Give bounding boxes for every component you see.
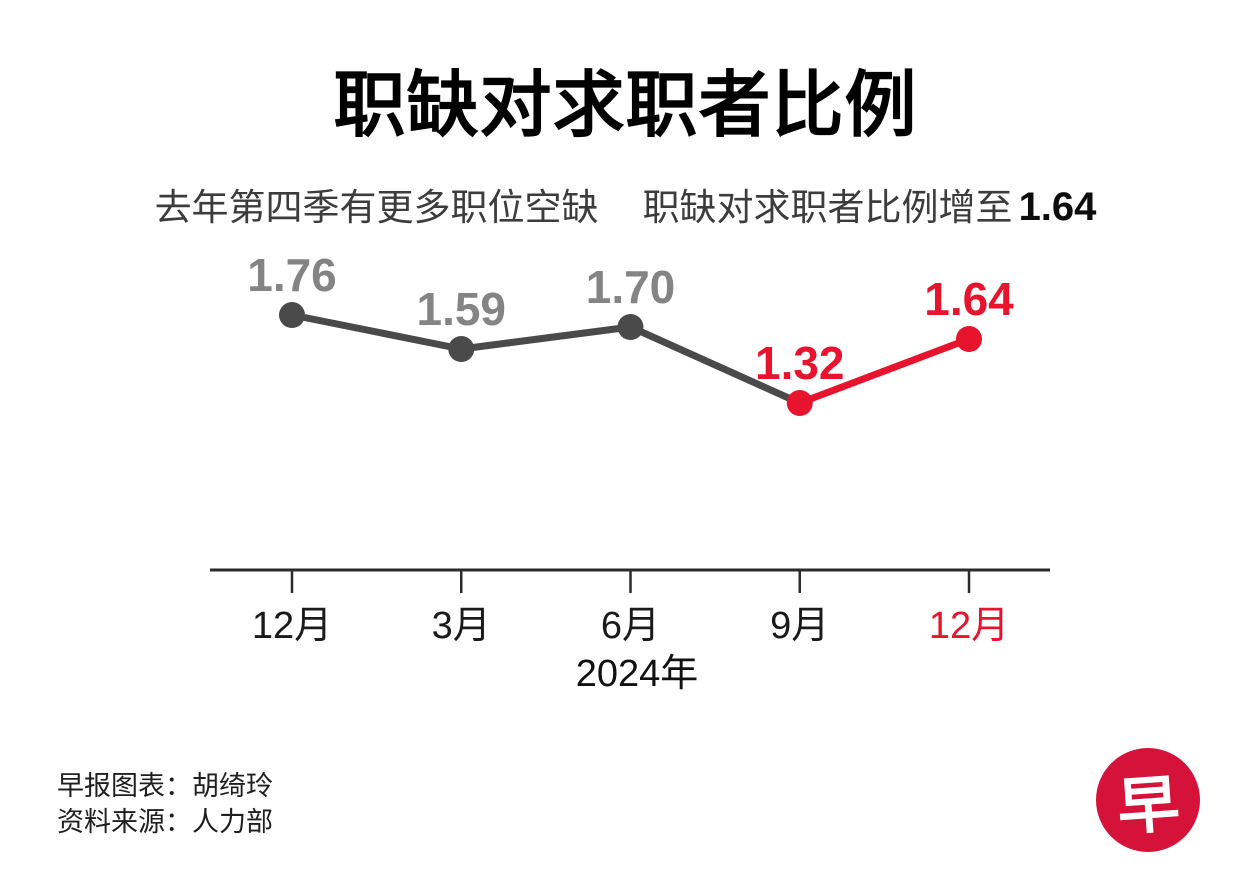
credit-line: 早报图表：胡绮玲	[57, 771, 273, 801]
zaobao-logo-character: 早	[1114, 766, 1182, 845]
data-point	[279, 302, 305, 328]
line-segment	[457, 323, 634, 353]
data-point	[448, 336, 475, 362]
value-label: 1.64	[924, 273, 1014, 325]
page-title: 职缺对求职者比例	[333, 66, 918, 146]
line-chart: 1.76 1.59 1.70 1.32 1.64 12月 3月 6月 9月 12月 2024年	[210, 249, 1050, 695]
line-segment	[627, 323, 804, 407]
x-tick-label: 3月	[432, 605, 491, 647]
x-tick-label: 12月	[252, 605, 332, 647]
subtitle-part2: 职缺对求职者比例增至	[642, 187, 1013, 228]
data-point	[786, 390, 813, 416]
value-label: 1.76	[247, 249, 337, 301]
x-tick-label: 6月	[601, 605, 660, 647]
x-tick-label: 12月	[929, 605, 1009, 647]
subtitle-highlight-value: 1.64	[1018, 185, 1097, 229]
line-segment	[288, 311, 465, 353]
x-axis-title: 2024年	[576, 653, 699, 695]
value-label: 1.70	[586, 261, 676, 313]
zaobao-logo: 早	[1096, 748, 1200, 852]
data-point	[617, 314, 644, 340]
value-label: 1.32	[755, 337, 845, 389]
source-line: 资料来源：人力部	[57, 807, 273, 837]
subtitle-part1: 去年第四季有更多职位空缺	[154, 187, 599, 228]
chart-credits: 早报图表：胡绮玲 资料来源：人力部	[57, 768, 273, 840]
chart-subtitle: 去年第四季有更多职位空缺 职缺对求职者比例增至 1.64	[0, 177, 1251, 231]
x-tick-label: 9月	[770, 605, 829, 647]
value-label: 1.59	[416, 283, 506, 335]
line-segment	[796, 335, 973, 407]
data-point	[956, 326, 982, 352]
